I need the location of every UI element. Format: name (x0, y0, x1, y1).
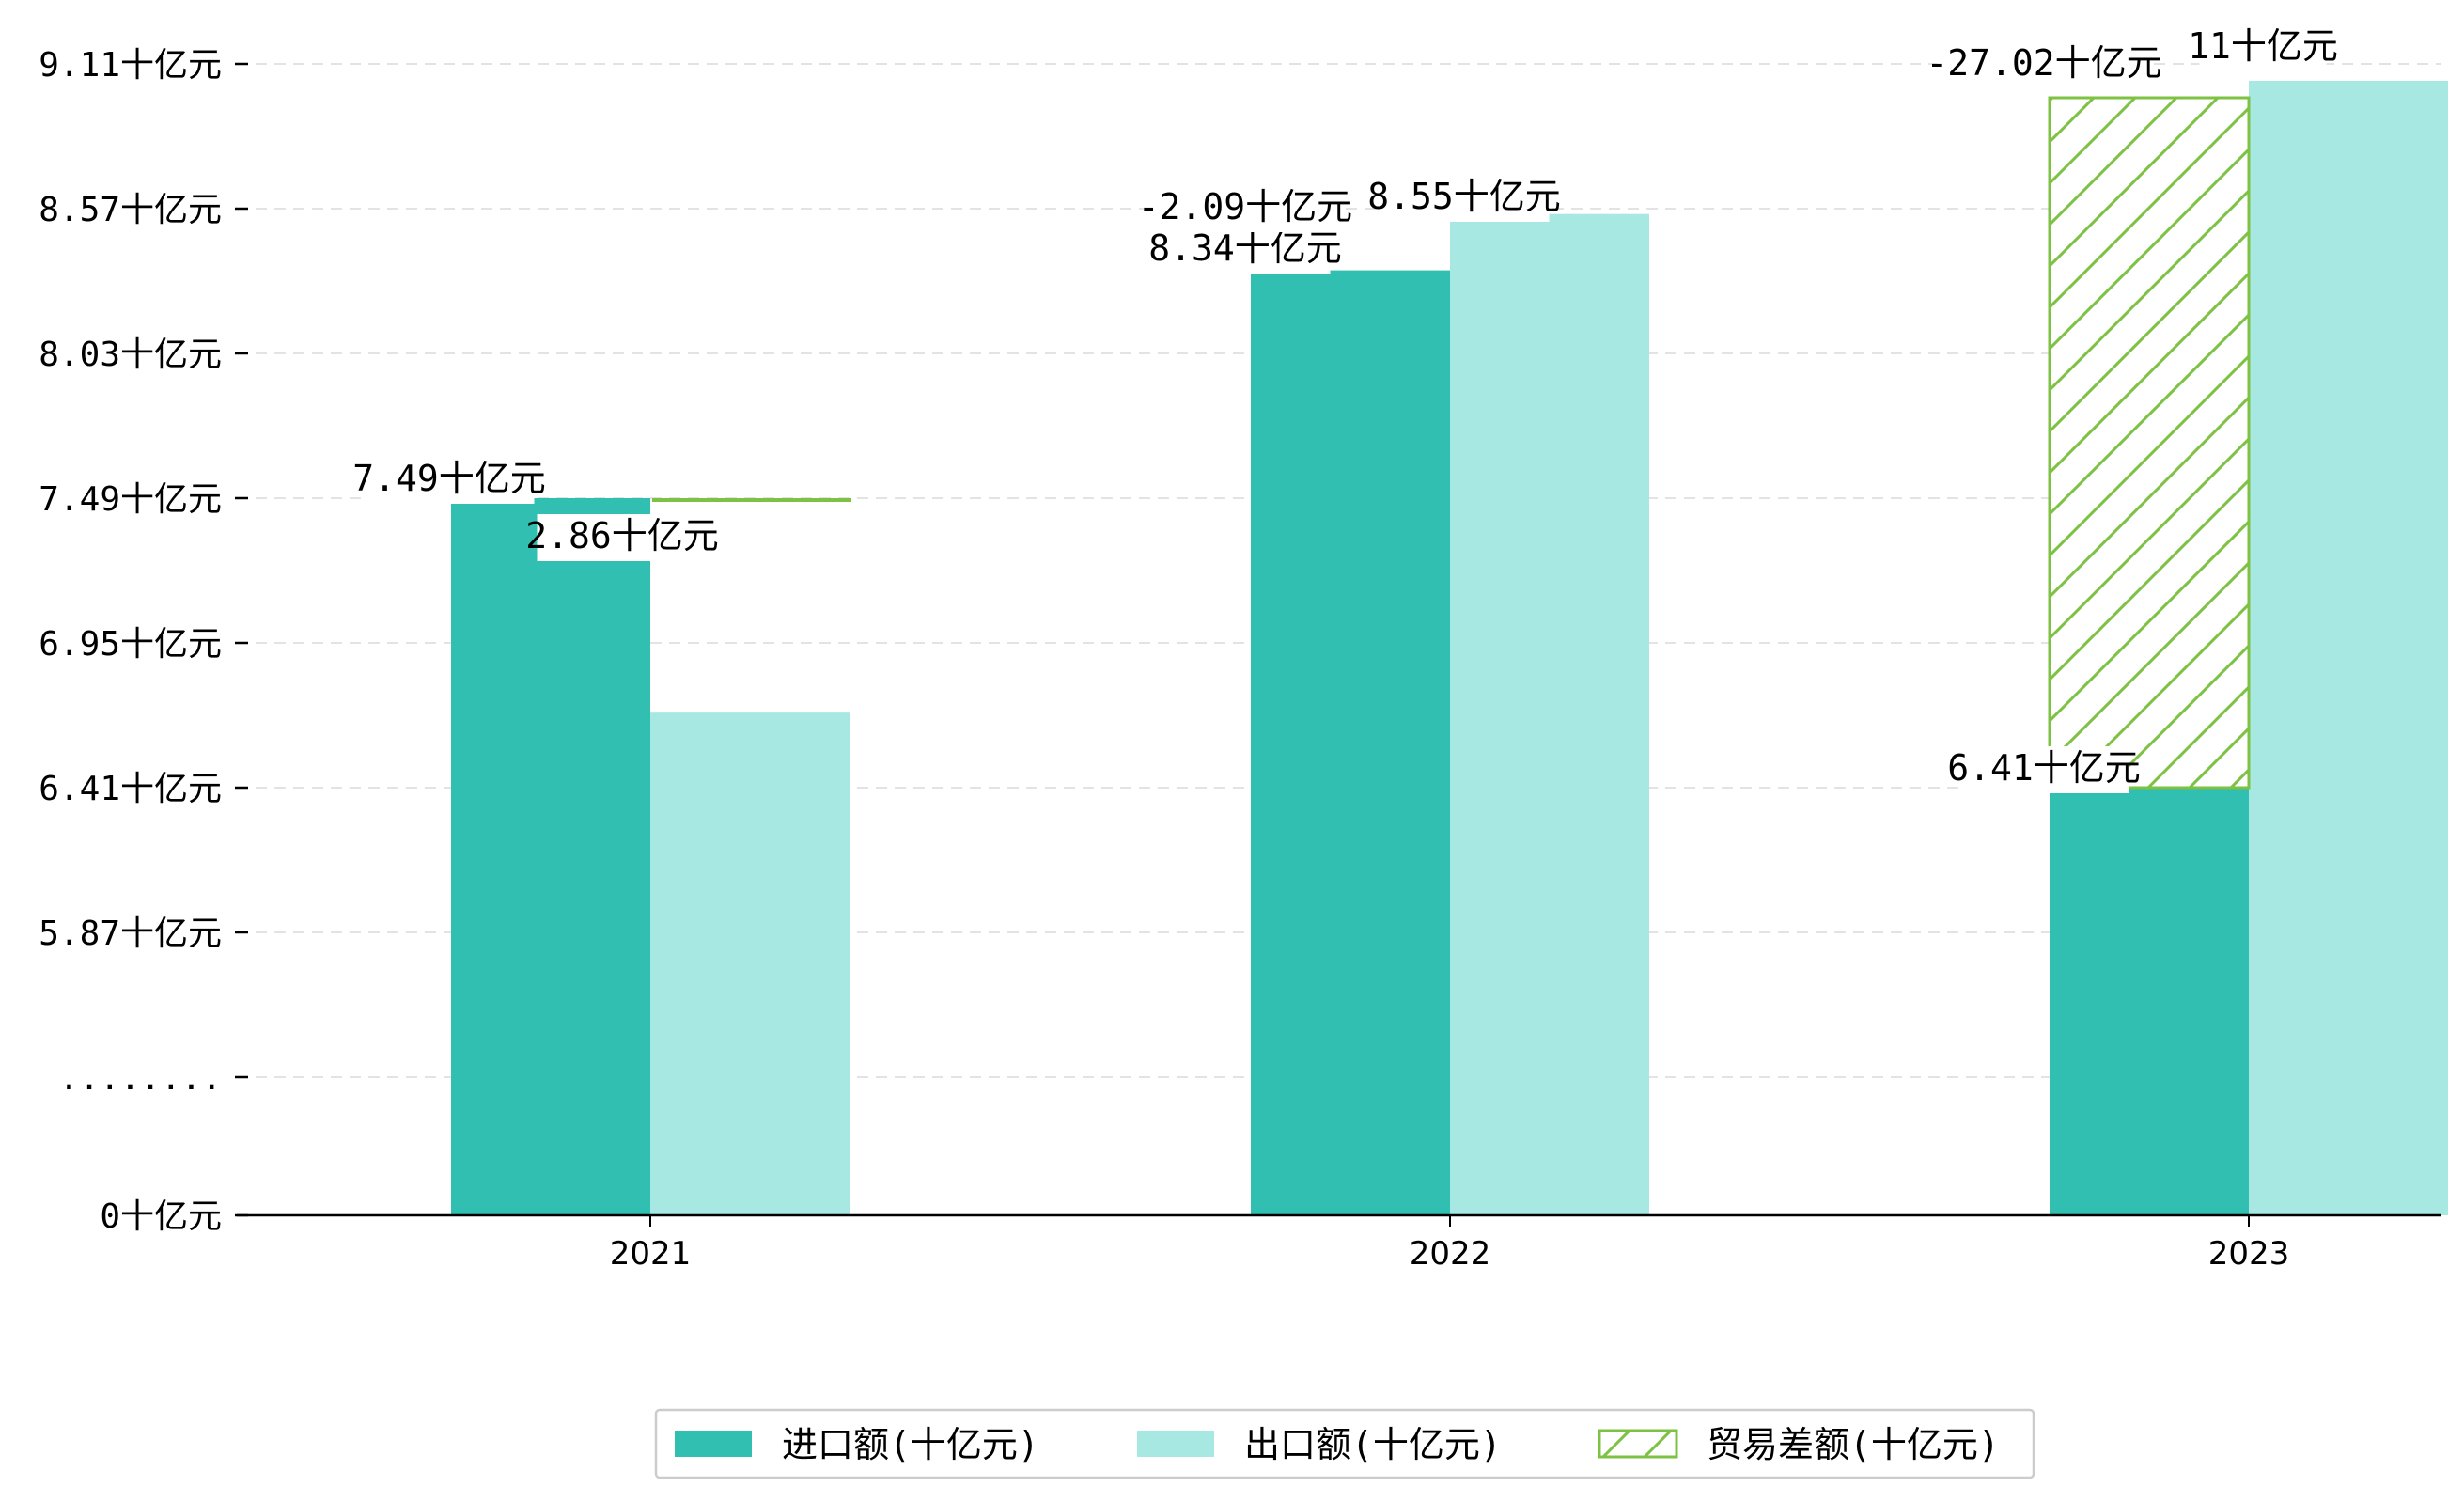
legend-label: 出口额(十亿元) (1244, 1424, 1502, 1465)
legend-label: 进口额(十亿元) (782, 1424, 1039, 1465)
bars (451, 81, 2448, 1215)
bar-import (451, 498, 650, 1215)
data-label-bg (1958, 746, 2129, 793)
y-tick-label: 6.41十亿元 (39, 770, 222, 808)
data-labels: 7.49十亿元 2.86十亿元 8.34十亿元-2.09十亿元 8.55十亿元 6.41… (352, 24, 2338, 793)
data-label: 2.86十亿元 (525, 515, 719, 556)
data-label-bg (1937, 41, 2151, 88)
bar-import (2050, 788, 2249, 1215)
bar-import (1251, 270, 1450, 1215)
bar-trade-balance (652, 498, 851, 502)
bar-export (650, 712, 850, 1215)
data-label: -27.02十亿元 (1926, 42, 2161, 84)
data-label-bg (1160, 227, 1331, 274)
bar-export (1450, 213, 1649, 1215)
data-label: 8.55十亿元 (1367, 176, 1561, 217)
data-label: 7.49十亿元 (352, 458, 546, 499)
legend-label: 贸易差额(十亿元) (1707, 1424, 2000, 1465)
legend-frame (654, 1408, 2035, 1479)
data-label-bg (1379, 175, 1550, 222)
x-tick-label: 2023 (2208, 1235, 2290, 1273)
data-label: 8.34十亿元 (1148, 227, 1342, 269)
data-label: 6.41十亿元 (1947, 747, 2141, 789)
y-tick-label: 5.87十亿元 (39, 915, 222, 953)
bar-export (2249, 81, 2448, 1215)
legend-swatch (1598, 1429, 1678, 1459)
y-tick-label: 0十亿元 (100, 1197, 222, 1236)
y-tick-label: 9.11十亿元 (39, 46, 222, 85)
y-tick-label: 8.03十亿元 (39, 336, 222, 374)
data-label-bg (2199, 24, 2327, 71)
data-label-bg (1149, 185, 1341, 232)
legend-swatch (1137, 1431, 1214, 1457)
data-label: -2.09十亿元 (1138, 186, 1352, 227)
bar-trade-balance (2048, 96, 2251, 790)
x-tick-label: 2021 (610, 1235, 692, 1273)
y-tick-label: ........ (59, 1059, 222, 1098)
y-tick-label: 6.95十亿元 (39, 625, 222, 664)
data-label-bg (364, 457, 535, 504)
y-tick-label: 7.49十亿元 (39, 480, 222, 519)
x-tick-label: 2022 (1410, 1235, 1491, 1273)
legend-swatch (675, 1431, 752, 1457)
y-tick-label: 8.57十亿元 (39, 191, 222, 229)
legend: 进口额(十亿元) 出口额(十亿元) 贸易差额(十亿元) (654, 1408, 2035, 1479)
data-label-bg (537, 514, 708, 561)
data-label: 11十亿元 (2188, 25, 2338, 67)
axes: 9.11十亿元 8.57十亿元 8.03十亿元 7.49十亿元 6.95十亿元 6.41十… (39, 46, 2441, 1273)
